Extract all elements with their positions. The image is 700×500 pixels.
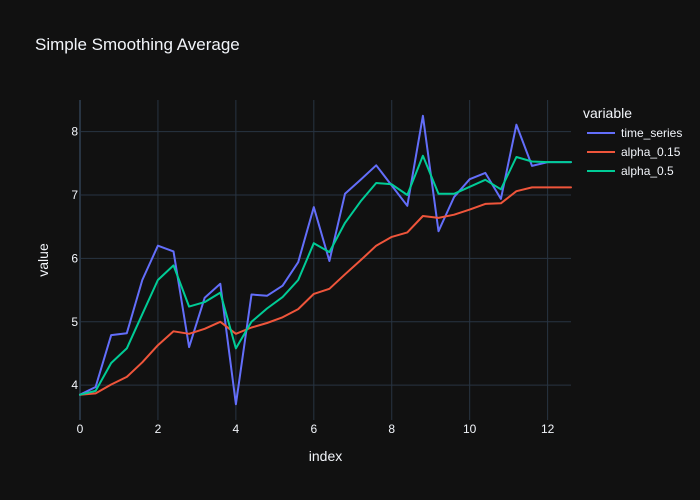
x-axis-title: index [309, 448, 342, 464]
legend-label: time_series [621, 126, 682, 140]
x-tick-label: 0 [77, 422, 84, 436]
x-gridlines [79, 100, 549, 420]
legend-items[interactable]: time_series alpha_0.15 alpha_0.5 [587, 126, 682, 178]
legend-item-alpha-0-5[interactable]: alpha_0.5 [587, 164, 674, 178]
series-line-alpha-0-5 [79, 154, 572, 396]
y-tick-label: 6 [71, 251, 78, 265]
x-tick-label: 2 [155, 422, 162, 436]
legend-item-alpha-0-15[interactable]: alpha_0.15 [587, 145, 681, 159]
legend-title: variable [583, 105, 632, 121]
plot-area [79, 100, 572, 420]
series-lines [79, 114, 572, 406]
y-tick-label: 8 [71, 125, 78, 139]
y-tick-labels: 4 5 6 7 8 [71, 125, 78, 392]
x-tick-label: 4 [233, 422, 240, 436]
x-tick-label: 12 [541, 422, 555, 436]
legend[interactable]: variable time_series alpha_0.15 alpha_0.5 [583, 105, 682, 178]
y-tick-label: 5 [71, 315, 78, 329]
x-tick-labels: 0 2 4 6 8 10 12 [77, 422, 555, 436]
legend-item-time-series[interactable]: time_series [587, 126, 682, 140]
series-line-alpha-0-15 [79, 186, 572, 396]
y-tick-label: 4 [71, 378, 78, 392]
x-tick-label: 6 [310, 422, 317, 436]
chart-title: Simple Smoothing Average [35, 35, 240, 54]
legend-label: alpha_0.5 [621, 164, 674, 178]
y-tick-label: 7 [71, 188, 78, 202]
x-tick-label: 10 [463, 422, 477, 436]
legend-label: alpha_0.15 [621, 145, 681, 159]
y-axis-title: value [35, 243, 51, 277]
series-line-time-series [79, 114, 572, 406]
x-tick-label: 8 [388, 422, 395, 436]
y-gridlines [80, 131, 571, 386]
